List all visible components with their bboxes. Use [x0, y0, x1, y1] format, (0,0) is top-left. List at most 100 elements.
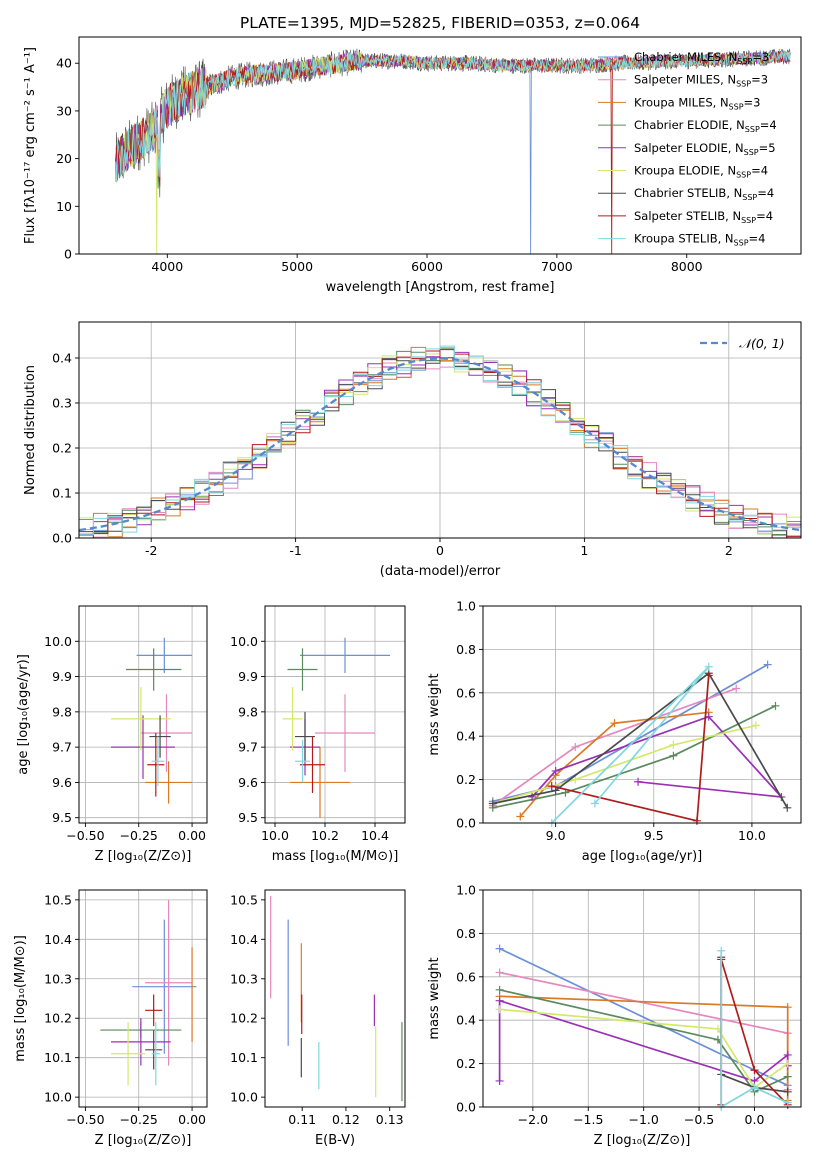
- y-tick-label: 0.2: [52, 441, 72, 456]
- axes-frame: [264, 605, 406, 824]
- error-bar-point: [145, 761, 193, 804]
- weight-marker: [547, 782, 556, 791]
- error-bar-point: [295, 740, 310, 783]
- spectrum-line: [115, 50, 791, 181]
- weight-marker: [551, 766, 560, 775]
- x-tick-label: 2: [725, 543, 733, 558]
- y-tick-label: 20: [56, 151, 72, 166]
- error-bar-point: [145, 899, 193, 1066]
- y-tick-label: 10.4: [230, 932, 258, 947]
- weight-marker: [495, 1005, 504, 1014]
- x-tick-label: 10.4: [361, 828, 389, 843]
- y-tick-label: 9.7: [238, 740, 258, 755]
- legend-label: Chabrier ELODIE, NSSP=4: [634, 118, 777, 134]
- x-tick-label: 9.5: [644, 828, 664, 843]
- weight-marker: [692, 816, 701, 825]
- age_vs_mass-panel: 10.0 10.2 10.4 9.5 9.6 9.7 9.8 9.9 10.0 mass [log…: [230, 605, 406, 864]
- y-axis-label: age [log₁₀(age/yr)]: [16, 654, 31, 775]
- legend-label: 𝒩(0, 1): [739, 336, 785, 351]
- weight-series-line: [499, 1008, 789, 1089]
- x-tick-label: 0.11: [288, 1112, 316, 1127]
- x-tick-label: 4000: [151, 259, 183, 274]
- legend-label: Chabrier MILES, NSSP=3: [634, 50, 769, 66]
- y-tick-label: 0.2: [456, 772, 476, 787]
- weight-marker: [751, 721, 760, 730]
- y-tick-label: 9.6: [52, 775, 72, 790]
- spectrum-panel: 4000 5000 6000 7000 8000 0 10 20 30 40 wavelength …: [23, 36, 802, 295]
- y-tick-label: 9.5: [52, 810, 72, 825]
- weight-series-line: [499, 988, 789, 1093]
- y-axis-label: mass weight: [427, 957, 442, 1039]
- weight-marker: [704, 671, 713, 680]
- y-tick-label: 0.0: [456, 1100, 476, 1115]
- weight-marker: [516, 812, 525, 821]
- y-tick-label: 10.4: [44, 932, 72, 947]
- mass_vs_ebv-panel: 0.11 0.12 0.13 10.0 10.1 10.2 10.3 10.4 10.5 E(B-…: [230, 889, 406, 1148]
- error-bar-point: [315, 694, 375, 772]
- x-axis-label: Z [log₁₀(Z/Z⊙)]: [594, 1133, 691, 1148]
- error-bar-point: [111, 1018, 171, 1066]
- axes-frame: [78, 889, 208, 1108]
- weight-marker: [495, 1076, 504, 1085]
- y-axis-label: mass [log₁₀(M/M⊙)]: [13, 935, 28, 1062]
- weight-series-line: [492, 724, 757, 805]
- weight-marker: [783, 803, 792, 812]
- weight-marker: [750, 1066, 759, 1075]
- error-bar-point: [151, 1022, 161, 1086]
- weight-marker: [495, 968, 504, 977]
- x-tick-label: 0.13: [376, 1112, 404, 1127]
- weight-marker: [610, 719, 619, 728]
- y-tick-label: 10: [56, 199, 72, 214]
- weight-marker: [717, 946, 726, 955]
- x-tick-label: −0.50: [66, 828, 104, 843]
- x-tick-label: −2.0: [518, 1112, 548, 1127]
- error-bar-point: [149, 715, 171, 758]
- x-tick-label: −1.5: [573, 1112, 603, 1127]
- y-tick-label: 9.7: [52, 740, 72, 755]
- axes-frame: [78, 321, 802, 539]
- y-tick-label: 0.4: [456, 1013, 476, 1028]
- weight-marker: [590, 799, 599, 808]
- weight-marker: [783, 1003, 792, 1012]
- legend-label: Kroupa ELODIE, NSSP=4: [634, 164, 768, 180]
- weight-marker: [783, 1087, 792, 1096]
- x-axis-label: age [log₁₀(age/yr)]: [582, 849, 703, 864]
- error-bar-point: [136, 637, 193, 674]
- weight_vs_age-panel: 9.0 9.5 10.0 0.0 0.2 0.4 0.6 0.8 1.0 age [log₁₀(a…: [427, 599, 802, 864]
- axes-frame: [482, 889, 802, 1108]
- x-tick-label: −0.50: [66, 1112, 104, 1127]
- histogram-8: [79, 345, 801, 536]
- error-bar-point: [125, 648, 182, 691]
- y-tick-label: 1.0: [456, 883, 476, 898]
- error-bar-point: [147, 733, 165, 797]
- legend-label: Kroupa STELIB, NSSP=4: [634, 232, 765, 248]
- weight_vs_Z-panel: −2.0 −1.5 −1.0 −0.5 0.0 0.0 0.2 0.4 0.6 0.8 1.0 Z […: [427, 883, 802, 1148]
- y-tick-label: 0.0: [456, 816, 476, 831]
- y-tick-label: 9.8: [52, 704, 72, 719]
- y-tick-label: 9.6: [238, 775, 258, 790]
- y-axis-label: Normed distribution: [23, 365, 38, 495]
- y-axis-label: Flux [fλ10⁻¹⁷ erg cm⁻² s⁻¹ A⁻¹]: [23, 47, 38, 244]
- y-tick-label: 0.4: [52, 351, 72, 366]
- spectrum-line: [115, 51, 791, 178]
- legend-label: Kroupa MILES, NSSP=3: [634, 95, 760, 111]
- y-tick-label: 10.0: [44, 1090, 72, 1105]
- x-tick-label: -1: [289, 543, 301, 558]
- x-tick-label: 0: [436, 543, 444, 558]
- figure-title: PLATE=1395, MJD=52825, FIBERID=0353, z=0…: [240, 14, 640, 32]
- x-tick-label: 7000: [541, 259, 573, 274]
- error-bar-point: [111, 1022, 146, 1086]
- weight-series-line: [720, 950, 789, 1109]
- y-tick-label: 0.8: [456, 926, 476, 941]
- weight-marker: [783, 1072, 792, 1081]
- y-tick-label: 0.4: [456, 729, 476, 744]
- x-tick-label: 6000: [411, 259, 443, 274]
- weight-marker: [732, 684, 741, 693]
- residuals-panel: -2 -1 0 1 2 0.0 0.1 0.2 0.3 0.4 (data-model)/error…: [23, 321, 802, 579]
- y-tick-label: 10.1: [44, 1050, 72, 1065]
- legend-label: Salpeter MILES, NSSP=3: [634, 73, 768, 89]
- x-tick-label: −1.0: [628, 1112, 658, 1127]
- y-tick-label: 10.0: [230, 634, 258, 649]
- y-tick-label: 10.0: [230, 1090, 258, 1105]
